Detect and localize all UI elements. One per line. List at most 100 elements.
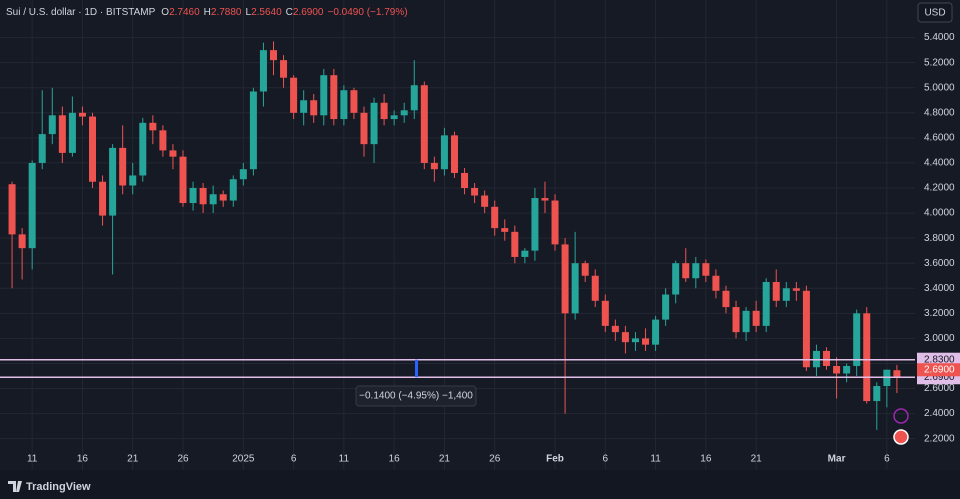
candle-body [38, 134, 46, 163]
ohlc-value: 2.5640 [251, 7, 282, 18]
candle-body [400, 110, 408, 116]
y-tick-label: 4.0000 [924, 208, 955, 219]
legend: Sui / U.S. dollar · 1D · BITSTAMP O2.7460… [6, 7, 408, 18]
candle-body [310, 100, 318, 116]
y-tick-label: 3.6000 [924, 258, 955, 269]
candle-body [702, 263, 710, 276]
candle-body [8, 184, 16, 235]
candle-body [631, 338, 639, 343]
candle-body [511, 231, 519, 257]
candle-body [742, 310, 750, 333]
x-tick-label: 6 [603, 454, 609, 465]
x-tick-label: 21 [751, 454, 763, 465]
candle-body [129, 175, 137, 186]
candle-body [611, 325, 619, 333]
candle-body [561, 244, 569, 314]
ohlc-value: 2.7880 [211, 7, 242, 18]
y-tick-label: 2.4000 [924, 408, 955, 419]
ohlc-key: H [204, 7, 211, 18]
y-tick-label: 3.2000 [924, 308, 955, 319]
currency-button[interactable] [917, 2, 953, 23]
candle-body [269, 50, 277, 61]
candle-body [642, 338, 650, 345]
x-tick-label: 26 [489, 454, 501, 465]
candle-body [682, 263, 690, 279]
last-price-label: 2.6900 [924, 364, 955, 375]
x-tick-label: 21 [127, 454, 139, 465]
y-tick-label: 5.0000 [924, 82, 955, 93]
candle-body [18, 234, 26, 249]
currency-label[interactable]: USD [924, 8, 945, 19]
x-tick-label: 21 [439, 454, 451, 465]
candle-body [833, 365, 841, 374]
measure-bar [415, 359, 418, 378]
candle-body [712, 275, 720, 291]
candle-body [48, 115, 56, 135]
y-tick-label: 4.8000 [924, 107, 955, 118]
brand-logo [8, 481, 22, 492]
candle-body [28, 162, 36, 249]
y-tick-label: 4.4000 [924, 158, 955, 169]
x-tick-label: 26 [177, 454, 189, 465]
candle-body [601, 300, 609, 326]
candle-body [662, 294, 670, 320]
candle-body [581, 263, 589, 276]
candle-body [259, 50, 267, 92]
candle-body [300, 100, 308, 113]
y-tick-label: 3.4000 [924, 283, 955, 294]
candle-body [521, 250, 529, 257]
candle-body [430, 162, 438, 170]
change-value: −0.0490 (−1.79%) [327, 7, 407, 18]
candle-body [320, 75, 328, 116]
candle-body [390, 115, 398, 120]
candle-body [551, 200, 559, 245]
candle-body [531, 198, 539, 251]
ohlc-value: 2.6900 [293, 7, 324, 18]
candle-body [159, 130, 167, 151]
candle-body [360, 112, 368, 145]
candle-body [823, 350, 831, 366]
candle-body [440, 135, 448, 170]
candle-body [752, 310, 760, 326]
candle-body [229, 179, 237, 201]
candle-body [471, 188, 479, 196]
candle-body [541, 198, 549, 201]
candle-body [863, 313, 871, 402]
candle-body [591, 275, 599, 301]
candle-body [249, 91, 257, 170]
ohlc-value: 2.7460 [169, 7, 200, 18]
candle-body [571, 263, 579, 314]
candle-body [843, 365, 851, 374]
measure-box [355, 385, 477, 407]
candle-body [370, 102, 378, 145]
candle-body [139, 122, 147, 176]
ohlc-key: O [161, 7, 169, 18]
candle-body [89, 116, 97, 182]
x-tick-label: 6 [291, 454, 297, 465]
candle-body [692, 263, 700, 279]
x-tick-label: 16 [700, 454, 712, 465]
x-tick-label: 11 [339, 454, 350, 465]
candle-body [99, 181, 107, 216]
x-tick-label: 11 [650, 454, 661, 465]
candle-body [280, 60, 288, 78]
candle-body [853, 313, 861, 366]
measure-label: −0.1400 (−4.95%) −1,400 [359, 391, 473, 402]
symbol-title: Sui / U.S. dollar · 1D · BITSTAMP [6, 7, 156, 18]
candle-body [762, 282, 770, 326]
candle-body [58, 115, 66, 153]
candle-body [873, 386, 881, 402]
candle-body [290, 77, 298, 113]
x-tick-label: 16 [389, 454, 401, 465]
y-tick-label: 4.6000 [924, 133, 955, 144]
candle-body [209, 194, 217, 205]
alert-icon [893, 408, 909, 424]
candle-body [420, 85, 428, 163]
candle-body [340, 90, 348, 120]
x-tick-label: 16 [77, 454, 89, 465]
candle-body [732, 307, 740, 333]
candle-body [652, 319, 660, 345]
